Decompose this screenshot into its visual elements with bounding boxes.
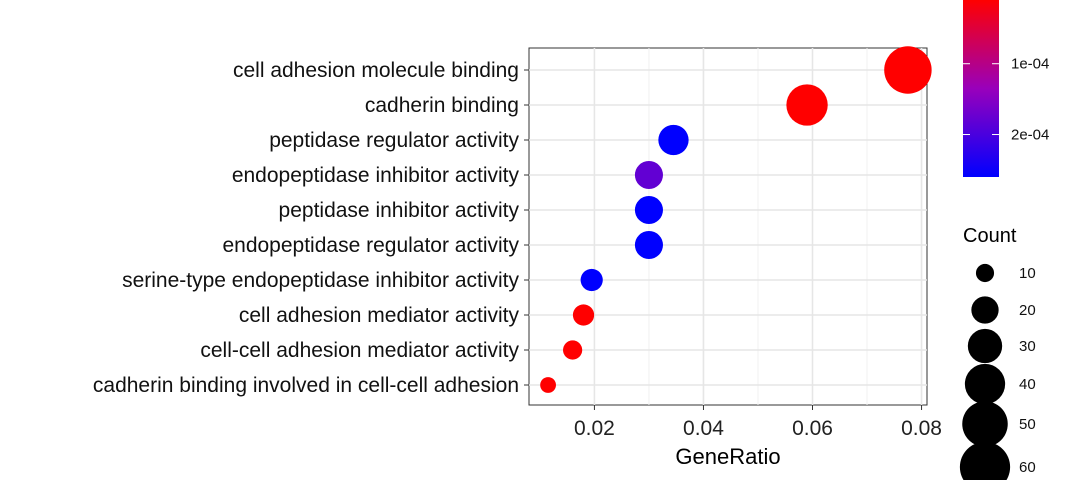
size-legend-key — [971, 296, 999, 324]
x-axis-label: GeneRatio — [675, 444, 780, 469]
size-legend-items: 10 20 30 40 50 60 — [959, 263, 1036, 480]
size-legend-label: 40 — [1019, 376, 1036, 393]
y-tick-label: cadherin binding — [365, 94, 519, 117]
y-tick-label: serine-type endopeptidase inhibitor acti… — [122, 269, 519, 292]
color-bar-ticks: 1e-04 2e-04 — [963, 56, 1049, 144]
data-point — [634, 230, 663, 260]
data-point — [572, 304, 595, 326]
size-legend: Count 10 20 30 40 50 60 — [959, 225, 1036, 480]
data-point — [786, 84, 828, 126]
x-tick-label: 0.08 — [901, 417, 942, 440]
plot-panel — [528, 47, 928, 406]
data-point — [563, 340, 583, 360]
y-tick-label: peptidase inhibitor activity — [279, 199, 520, 222]
x-tick-label: 0.04 — [683, 417, 724, 440]
size-legend-label: 60 — [1019, 459, 1036, 476]
size-legend-key — [964, 363, 1006, 405]
size-legend-key — [962, 401, 1008, 447]
data-point — [884, 46, 932, 94]
data-point — [658, 124, 689, 156]
data-point — [540, 377, 556, 393]
color-bar — [963, 0, 999, 177]
y-tick-label: cadherin binding involved in cell-cell a… — [93, 374, 519, 397]
size-legend-label: 20 — [1019, 302, 1036, 319]
x-axis: 0.02 0.04 0.06 0.08 — [574, 405, 942, 440]
y-tick-label: cell adhesion molecule binding — [233, 59, 519, 82]
size-legend-label: 30 — [1019, 338, 1036, 355]
size-legend-key — [975, 263, 995, 283]
x-tick-label: 0.02 — [574, 417, 615, 440]
color-bar-label: 2e-04 — [1011, 127, 1049, 144]
y-tick-label: peptidase regulator activity — [269, 129, 519, 152]
y-axis: cell adhesion molecule binding cadherin b… — [93, 59, 529, 397]
y-tick-label: endopeptidase inhibitor activity — [232, 164, 520, 187]
y-tick-label: cell-cell adhesion mediator activity — [200, 339, 519, 362]
size-legend-title: Count — [963, 225, 1017, 247]
color-legend: 1e-04 2e-04 — [963, 0, 1049, 177]
y-tick-label: cell adhesion mediator activity — [239, 304, 520, 327]
data-point — [634, 160, 663, 190]
data-points — [540, 46, 932, 393]
x-tick-label: 0.06 — [792, 417, 833, 440]
size-legend-key — [967, 328, 1003, 364]
size-legend-key — [959, 441, 1011, 480]
data-point — [580, 268, 603, 292]
color-bar-label: 1e-04 — [1011, 56, 1049, 73]
data-point — [634, 195, 663, 225]
size-legend-label: 50 — [1019, 416, 1036, 433]
size-legend-label: 10 — [1019, 265, 1036, 282]
y-tick-label: endopeptidase regulator activity — [222, 234, 519, 257]
